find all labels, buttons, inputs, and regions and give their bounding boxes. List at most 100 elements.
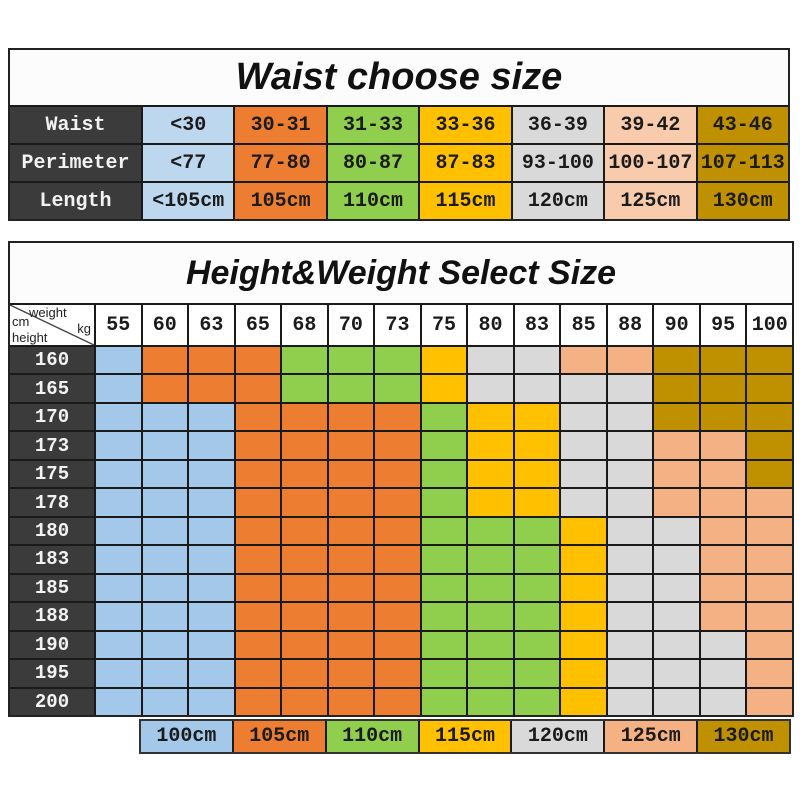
weight-header-cell: 70	[328, 305, 374, 345]
size-grid-cell	[375, 375, 420, 402]
size-grid-cell	[328, 375, 374, 402]
size-grid-cell	[142, 660, 188, 687]
height-row-label: 160	[10, 347, 94, 374]
size-grid-cell	[747, 460, 792, 488]
size-grid-cell	[96, 489, 141, 516]
size-grid-cell	[235, 546, 281, 573]
size-grid-cell	[747, 574, 792, 602]
size-grid-cell	[654, 517, 699, 545]
size-grid-cell	[561, 688, 606, 715]
size-grid-cell	[421, 375, 467, 402]
size-grid-cell	[561, 403, 606, 431]
size-grid-cell	[514, 688, 560, 715]
size-grid-cell	[654, 347, 699, 374]
size-grid-cell	[468, 631, 513, 659]
size-cell: 87-83	[420, 145, 511, 181]
size-grid-cell	[282, 660, 327, 687]
size-grid-cell	[468, 517, 513, 545]
size-grid-cell	[468, 574, 513, 602]
size-cell: 105cm	[235, 183, 326, 219]
size-grid-cell	[747, 631, 792, 659]
size-grid-cell	[607, 517, 653, 545]
size-grid-cell	[747, 375, 792, 402]
corner-kg-label: kg	[77, 321, 91, 336]
size-cell: <105cm	[143, 183, 234, 219]
size-grid-cell	[328, 546, 374, 573]
size-grid-cell	[189, 660, 234, 687]
size-grid-cell	[700, 403, 746, 431]
size-grid-cell	[747, 660, 792, 687]
size-grid-cell	[607, 574, 653, 602]
size-grid-cell	[421, 403, 467, 431]
size-grid-cell	[654, 489, 699, 516]
size-grid-cell	[468, 432, 513, 459]
size-grid-cell	[375, 403, 420, 431]
size-grid-cell	[468, 603, 513, 630]
size-grid-cell	[561, 574, 606, 602]
size-cell: 107-113	[697, 145, 788, 181]
size-grid-cell	[607, 546, 653, 573]
height-row-label: 183	[10, 546, 94, 573]
size-grid-cell	[282, 460, 327, 488]
size-cell: 130cm	[697, 183, 788, 219]
size-grid-cell	[747, 517, 792, 545]
size-grid-cell	[189, 460, 234, 488]
size-grid-cell	[607, 660, 653, 687]
waist-table-grid: Waist <30 30-31 31-33 33-36 36-39 39-42 43-46 Pe…	[10, 105, 788, 219]
size-grid-cell	[189, 489, 234, 516]
size-grid-cell	[189, 347, 234, 374]
size-grid-cell	[514, 517, 560, 545]
size-grid-cell	[561, 660, 606, 687]
size-grid-cell	[514, 660, 560, 687]
size-grid-cell	[700, 631, 746, 659]
size-grid-cell	[235, 403, 281, 431]
size-grid-cell	[189, 631, 234, 659]
weight-header-cell: 85	[561, 305, 606, 345]
weight-header-cell: 100	[747, 305, 792, 345]
size-cell: <77	[143, 145, 234, 181]
size-grid-cell	[654, 432, 699, 459]
size-grid-cell	[700, 347, 746, 374]
size-grid-cell	[468, 688, 513, 715]
size-grid-cell	[700, 660, 746, 687]
size-grid-cell	[328, 517, 374, 545]
size-grid-cell	[654, 375, 699, 402]
size-grid-cell	[514, 574, 560, 602]
size-grid-cell	[375, 517, 420, 545]
size-grid-cell	[514, 603, 560, 630]
weight-header-cell: 80	[468, 305, 513, 345]
weight-header-cell: 55	[96, 305, 141, 345]
size-grid-cell	[375, 460, 420, 488]
height-row-label: 175	[10, 460, 94, 488]
size-grid-cell	[282, 631, 327, 659]
height-row-label: 185	[10, 574, 94, 602]
size-grid-cell	[142, 517, 188, 545]
size-grid-cell	[235, 574, 281, 602]
size-grid-cell	[96, 460, 141, 488]
size-grid-cell	[328, 574, 374, 602]
size-grid-cell	[561, 631, 606, 659]
size-grid-cell	[607, 688, 653, 715]
size-grid-cell	[189, 688, 234, 715]
size-grid-cell	[607, 460, 653, 488]
size-grid-cell	[142, 546, 188, 573]
size-grid-cell	[328, 688, 374, 715]
weight-header-cell: 73	[375, 305, 420, 345]
size-grid-cell	[654, 546, 699, 573]
size-cell: 39-42	[605, 107, 696, 143]
size-grid-cell	[142, 403, 188, 431]
corner-height-label: height	[12, 330, 48, 345]
size-grid-cell	[468, 347, 513, 374]
size-grid-cell	[142, 603, 188, 630]
size-grid-cell	[375, 631, 420, 659]
size-grid-cell	[561, 517, 606, 545]
legend-item: 125cm	[605, 721, 697, 752]
size-grid-cell	[282, 688, 327, 715]
size-grid-cell	[514, 460, 560, 488]
size-grid-cell	[468, 489, 513, 516]
size-grid-cell	[468, 375, 513, 402]
size-grid-cell	[468, 660, 513, 687]
size-grid-cell	[235, 631, 281, 659]
size-grid-cell	[375, 660, 420, 687]
size-grid-cell	[282, 432, 327, 459]
